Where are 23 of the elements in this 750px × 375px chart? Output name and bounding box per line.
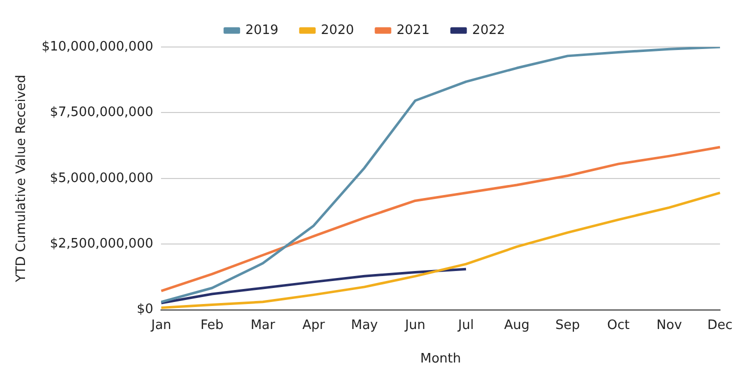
y-tick-label: $2,500,000,000 [50,236,154,252]
x-tick-label: Feb [200,318,224,333]
legend-label: 2019 [245,22,278,38]
x-tick-label: May [350,318,378,333]
x-tick-label: Sep [555,318,580,333]
x-tick-label: Jul [457,318,474,333]
x-tick-label: Dec [707,318,733,333]
x-tick-label: Oct [607,318,630,333]
legend-label: 2022 [472,22,506,38]
legend-label: 2021 [396,22,430,38]
y-axis-title: YTD Cumulative Value Received [14,74,30,284]
x-axis-title: Month [420,352,461,367]
x-tick-label: Jun [404,318,426,333]
x-tick-label: Aug [504,318,530,333]
x-tick-label: Mar [250,318,276,333]
y-tick-label: $0 [136,302,154,318]
y-tick-label: $5,000,000,000 [50,170,154,186]
y-tick-label: $10,000,000,000 [42,39,154,54]
x-tick-label: Jan [150,318,172,333]
y-tick-label: $7,500,000,000 [50,105,154,120]
x-tick-label: Nov [656,318,682,333]
x-tick-label: Apr [302,318,326,333]
legend-label: 2020 [320,22,354,38]
